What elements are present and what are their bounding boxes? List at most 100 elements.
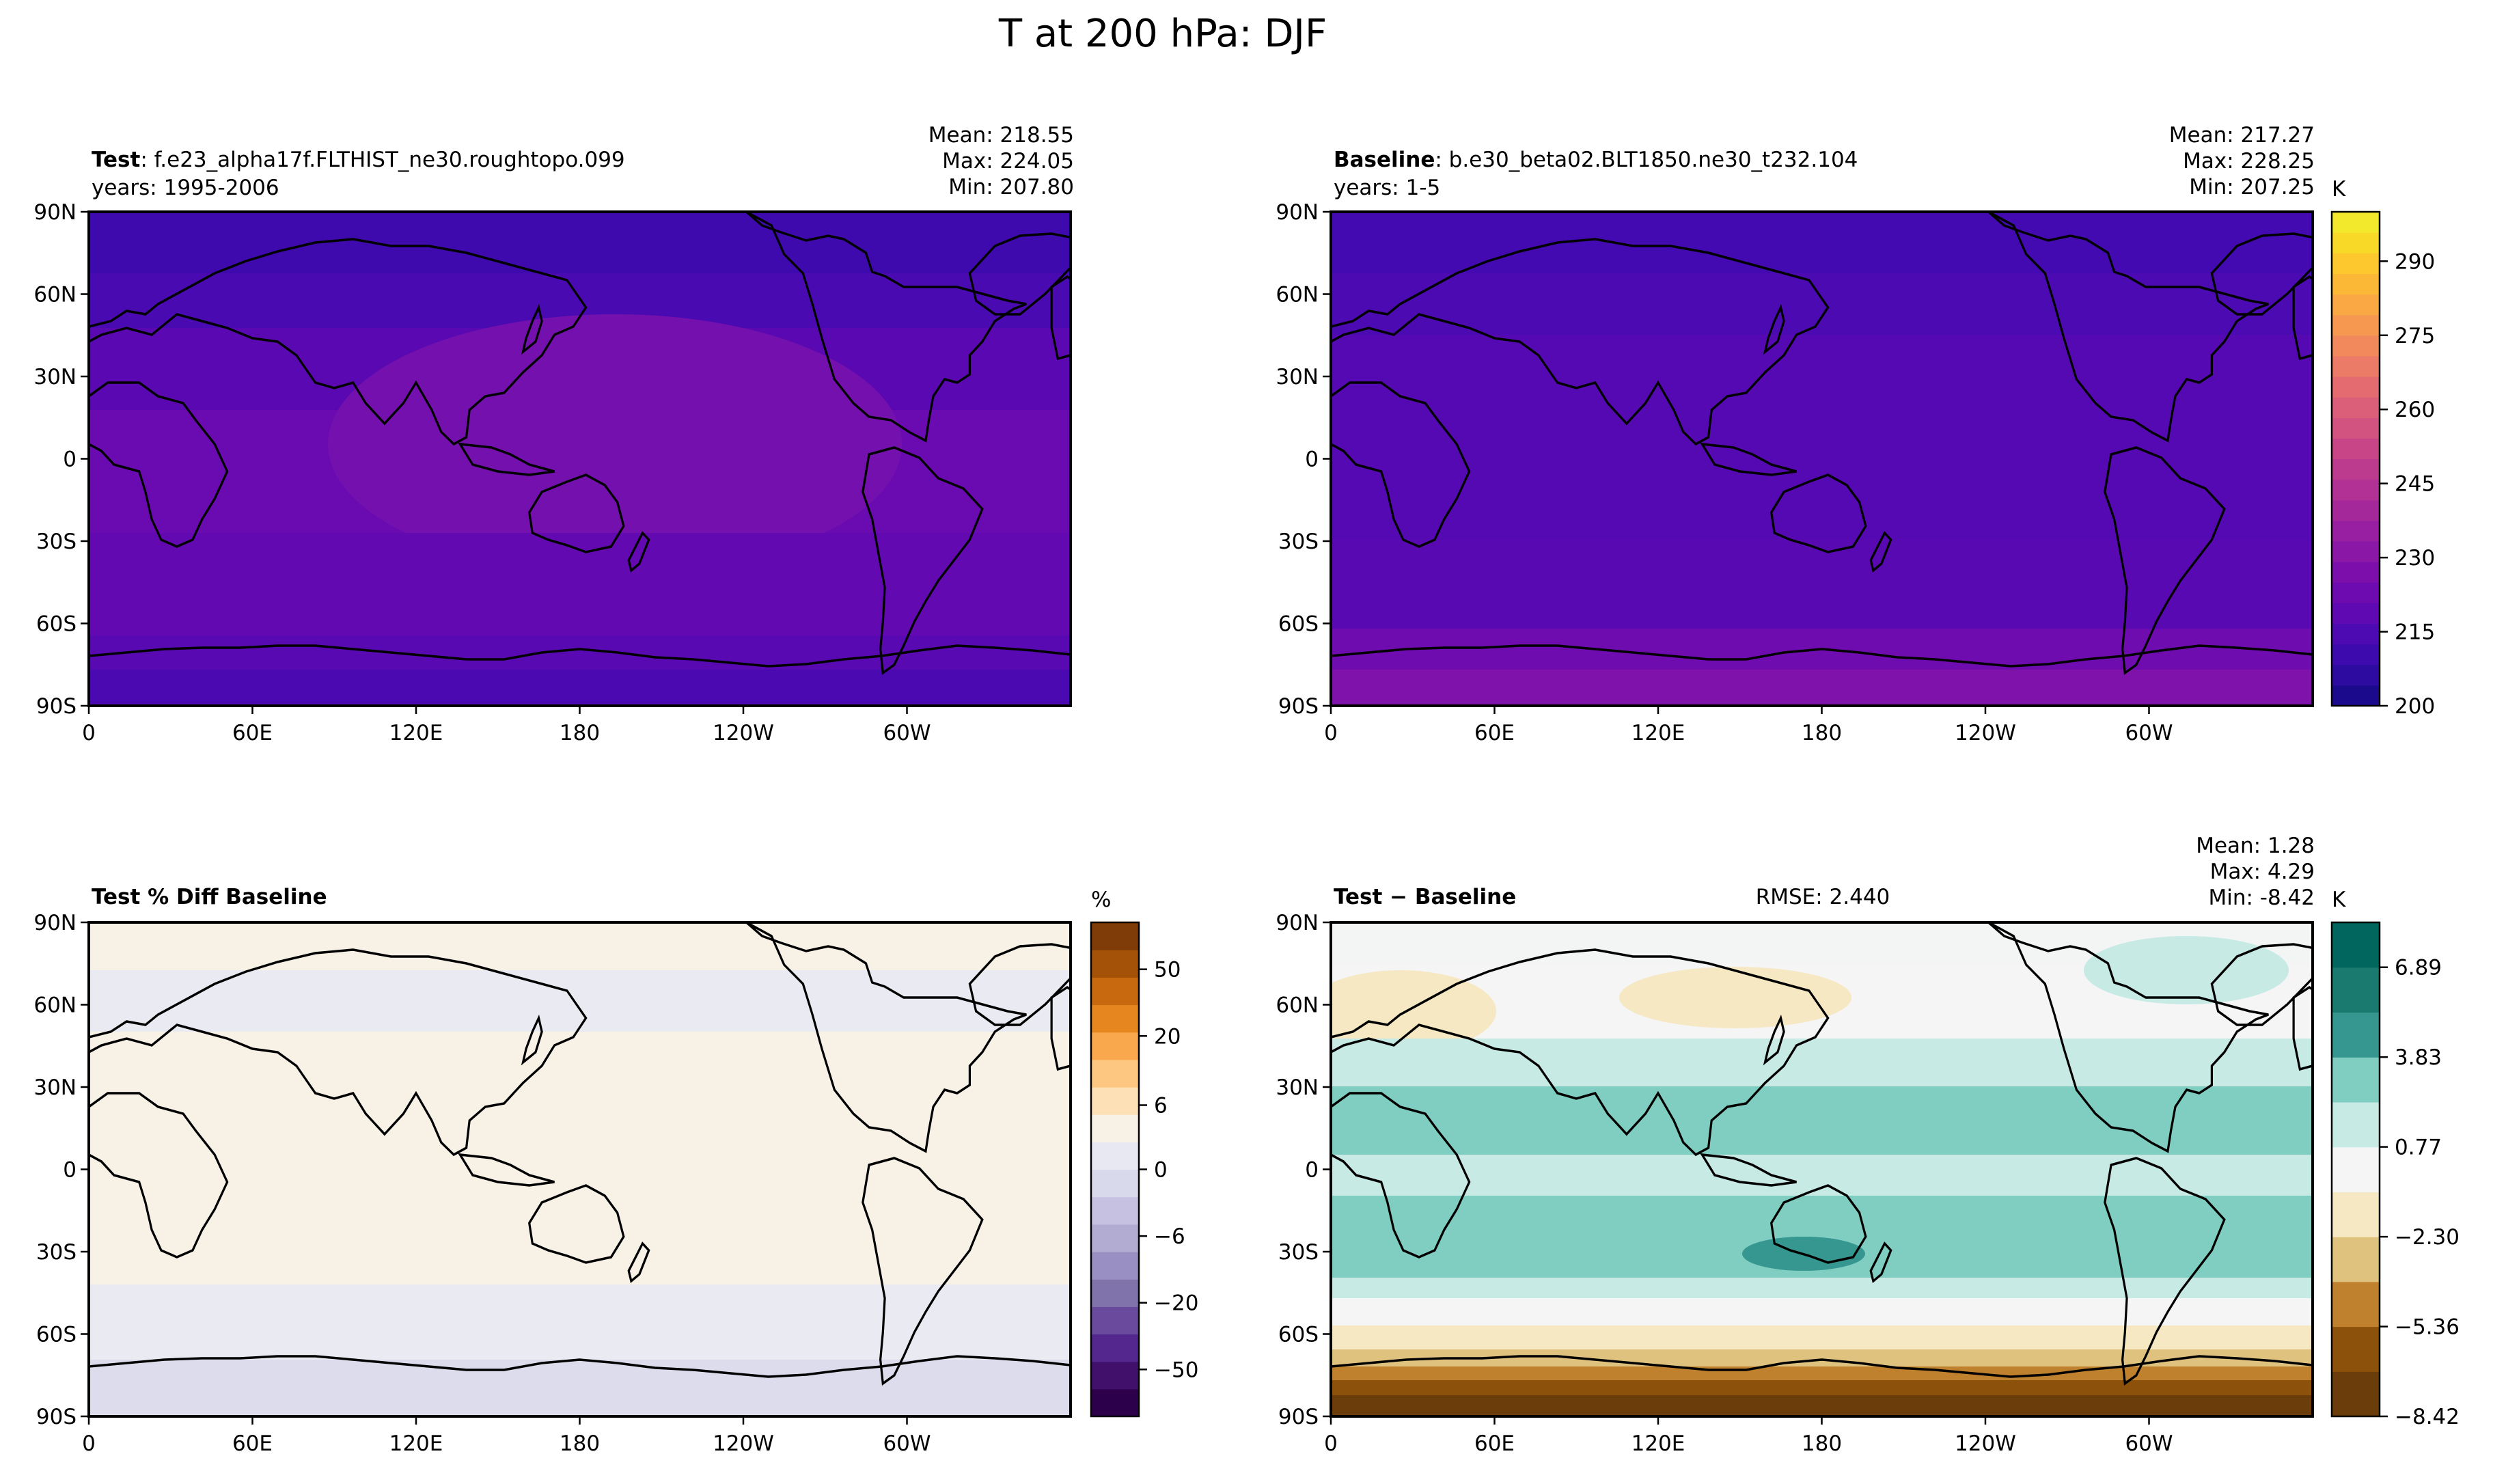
x-tick-label-pctdiff-4: 120W	[713, 1431, 774, 1456]
panel-diff-max: Max: 4.29	[2210, 860, 2315, 884]
y-tick-label-baseline-3: 0	[1305, 448, 1319, 472]
panel-test-map	[89, 212, 1071, 706]
colorbar-pct-tick-label-6: −50	[1154, 1358, 1198, 1382]
colorbar-pct-cell-10	[1091, 1114, 1139, 1142]
band-test-7	[89, 670, 1071, 706]
x-tick-label-diff-3: 180	[1802, 1431, 1842, 1456]
y-tick-label-baseline-5: 60S	[1278, 612, 1319, 637]
band-base-2	[1331, 273, 2313, 335]
x-tick-label-diff-4: 120W	[1955, 1431, 2016, 1456]
y-tick-label-test-3: 0	[63, 448, 77, 472]
y-tick-label-test-0: 90N	[33, 200, 77, 225]
x-tick-label-diff-5: 60W	[2125, 1431, 2173, 1456]
panel-diff-rmse: RMSE: 2.440	[1756, 885, 1890, 909]
colorbar-pct-unit: %	[1091, 888, 1111, 912]
x-tick-label-baseline-3: 180	[1802, 721, 1842, 745]
band-diff-12	[1331, 1380, 2313, 1395]
colorbar-temp-tick-label-5: 275	[2395, 324, 2435, 348]
colorbar-temp-cell-7	[2332, 541, 2380, 562]
colorbar-diff-cell-0	[2332, 1371, 2380, 1417]
band-pct-5	[89, 1360, 1071, 1416]
x-tick-label-test-3: 180	[560, 721, 600, 745]
panel-test-label-text: : f.e23_alpha17f.FLTHIST_ne30.roughtopo.…	[140, 148, 624, 172]
colorbar-diff-tick-label-0: 6.89	[2395, 956, 2442, 980]
x-tick-label-pctdiff-5: 60W	[883, 1431, 931, 1456]
colorbar-pct-cell-6	[1091, 1224, 1139, 1252]
colorbar-temp-cell-12	[2332, 438, 2380, 460]
panel-diff-header: Test − Baseline RMSE: 2.440 Mean: 1.28 M…	[1334, 834, 2315, 910]
x-tick-label-test-4: 120W	[713, 721, 774, 745]
blob-test-warm	[328, 314, 902, 574]
colorbar-temp-cell-9	[2332, 499, 2380, 521]
band-diff-5	[1331, 1155, 2313, 1196]
colorbar-temp-cell-16	[2332, 355, 2380, 377]
y-tick-label-diff-6: 90S	[1278, 1405, 1319, 1429]
colorbar-pct-cell-16	[1091, 950, 1139, 978]
colorbar-temp-cell-15	[2332, 376, 2380, 398]
y-tick-label-pctdiff-6: 90S	[36, 1405, 77, 1429]
band-diff-11	[1331, 1366, 2313, 1380]
y-tick-label-baseline-0: 90N	[1276, 200, 1319, 225]
x-tick-label-pctdiff-0: 0	[82, 1431, 96, 1456]
colorbar-pct-tick-label-5: −20	[1154, 1291, 1198, 1316]
colorbar-temp-cell-23	[2332, 212, 2380, 233]
y-tick-label-pctdiff-3: 0	[63, 1158, 77, 1183]
x-tick-label-diff-0: 0	[1324, 1431, 1338, 1456]
colorbar-pct-cells	[1091, 922, 1139, 1417]
colorbar-diff-cell-7	[2332, 1057, 2380, 1103]
blob-diff-teal-arctic	[2084, 936, 2289, 1004]
y-tick-label-test-2: 30N	[33, 365, 77, 389]
colorbar-diff-unit: K	[2332, 888, 2346, 912]
colorbar-pct-cell-0	[1091, 1388, 1139, 1417]
y-tick-label-pctdiff-0: 90N	[33, 911, 77, 935]
y-tick-label-diff-4: 30S	[1278, 1240, 1319, 1265]
colorbar-diff-cells	[2332, 922, 2380, 1417]
colorbar-pct-tick-label-2: 6	[1154, 1094, 1168, 1118]
colorbar-temp-cell-20	[2332, 273, 2380, 295]
band-test-1	[89, 212, 1071, 273]
panel-test: Test: f.e23_alpha17f.FLTHIST_ne30.rought…	[87, 123, 1074, 707]
y-tick-label-pctdiff-2: 30N	[33, 1075, 77, 1100]
svg-text:Baseline: b.e30_beta02.BLT1850: Baseline: b.e30_beta02.BLT1850.ne30_t232…	[1334, 148, 1858, 172]
colorbar-temp-tick-label-1: 215	[2395, 620, 2435, 645]
colorbar-diff-ticks: 6.89 3.83 0.77 −2.30 −5.36 −8.42	[2380, 956, 2460, 1429]
band-base-4	[1331, 540, 2313, 629]
colorbar-diff: K 6.89 3.83 0.77 −2.30 −5.36 −8.42	[2330, 888, 2460, 1429]
panel-baseline-min: Min: 207.25	[2189, 175, 2315, 200]
x-tick-label-pctdiff-1: 60E	[232, 1431, 273, 1456]
colorbar-temp-cell-1	[2332, 664, 2380, 686]
y-tick-label-test-5: 60S	[36, 612, 77, 637]
panel-baseline-years: years: 1-5	[1334, 176, 1440, 200]
colorbar-diff-cell-5	[2332, 1146, 2380, 1192]
blob-diff-tan	[1331, 970, 1496, 1052]
colorbar-pct-cell-7	[1091, 1196, 1139, 1225]
band-pct-1	[89, 922, 1071, 970]
panel-diff-label-bold: Test	[1334, 885, 1383, 909]
colorbar-pct-cell-12	[1091, 1059, 1139, 1088]
colorbar-temp-cell-11	[2332, 458, 2380, 480]
colorbar-pct-tick-label-3: 0	[1154, 1158, 1168, 1183]
colorbar-diff-tick-label-3: −2.30	[2395, 1225, 2460, 1250]
colorbar-temp-cell-3	[2332, 623, 2380, 645]
colorbar-diff-tick-label-1: 3.83	[2395, 1045, 2442, 1070]
colorbar-temp-unit: K	[2332, 177, 2346, 202]
panel-test-years: years: 1995-2006	[92, 176, 279, 200]
colorbar-pct-cell-9	[1091, 1142, 1139, 1170]
colorbar-pct-cell-8	[1091, 1169, 1139, 1198]
band-diff-3	[1331, 1039, 2313, 1086]
band-base-6	[1331, 670, 2313, 706]
panel-baseline-label-bold: Baseline	[1334, 148, 1435, 172]
colorbar-pct-ticks: 50 20 6 0 −6 −20 −50	[1139, 958, 1198, 1382]
colorbar-diff-tick-label-4: −5.36	[2395, 1315, 2460, 1340]
band-base-1	[1331, 212, 2313, 273]
colorbar-temp-tick-label-2: 230	[2395, 546, 2435, 571]
colorbar-diff-cell-2	[2332, 1281, 2380, 1328]
band-pct-3	[89, 1032, 1071, 1284]
colorbar-temp-cell-8	[2332, 520, 2380, 542]
colorbar-pct-cell-4	[1091, 1279, 1139, 1307]
band-pct-2	[89, 970, 1071, 1032]
x-tick-label-baseline-1: 60E	[1474, 721, 1515, 745]
colorbar-temp-tick-label-0: 200	[2395, 694, 2435, 719]
colorbar-temp-cell-6	[2332, 562, 2380, 583]
